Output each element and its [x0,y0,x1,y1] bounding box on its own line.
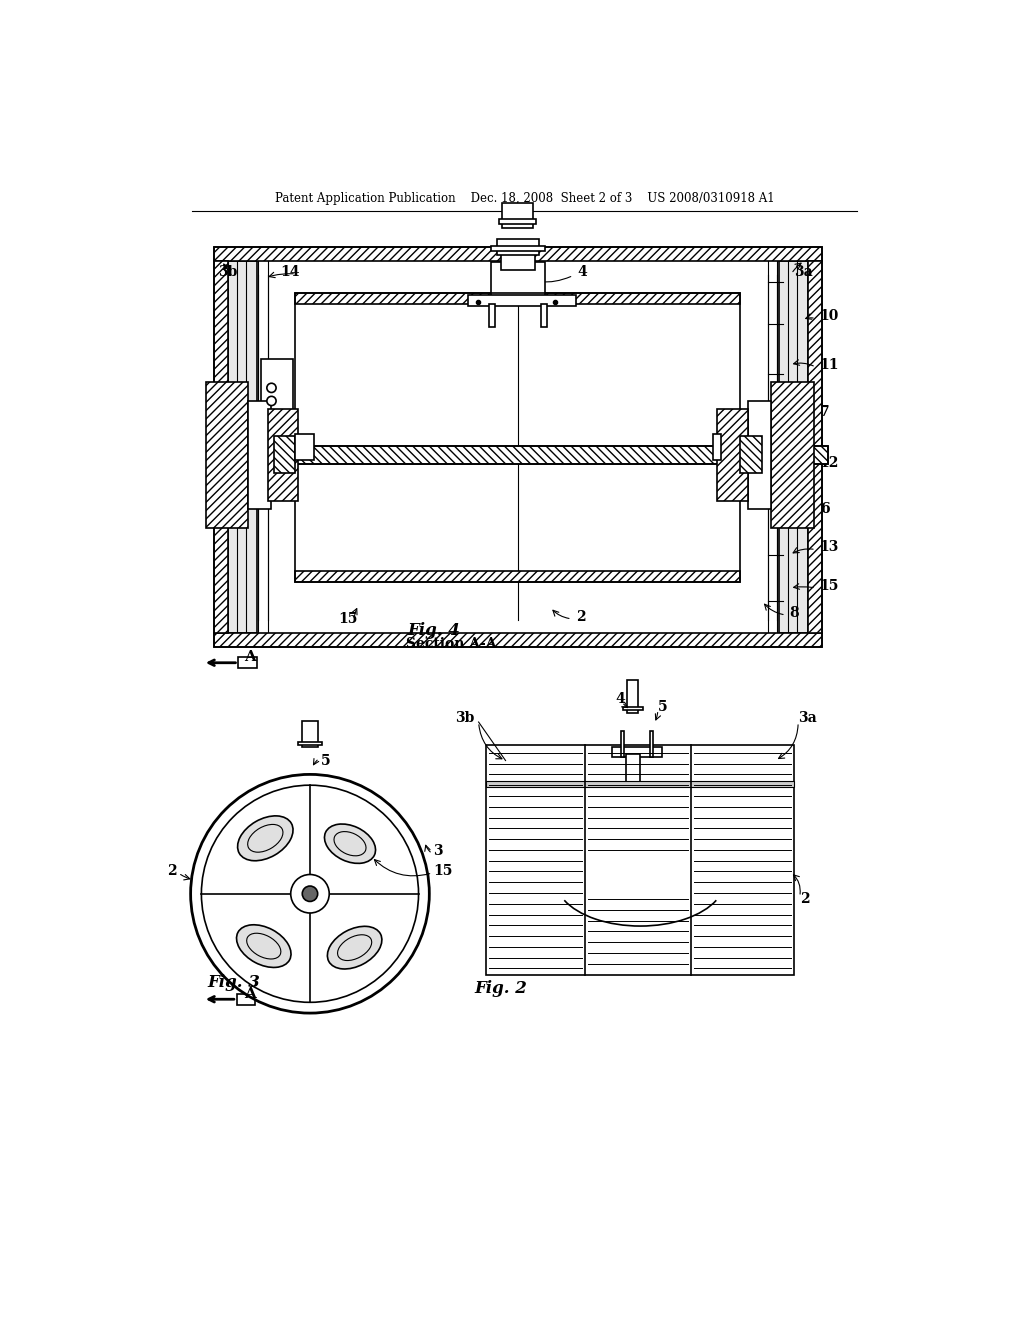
Bar [486,744,795,974]
Bar [295,434,313,461]
Text: 5: 5 [523,282,532,296]
Bar [500,219,537,224]
Text: 15: 15 [339,612,357,626]
Text: 13: 13 [819,540,839,554]
Text: 3b: 3b [217,264,237,279]
Bar [273,437,295,474]
Bar [771,381,813,528]
Ellipse shape [238,816,293,861]
Ellipse shape [237,925,291,968]
Bar [623,708,643,710]
Text: 11: 11 [819,358,840,372]
Bar [717,409,749,502]
Text: 2: 2 [575,610,586,623]
Bar [749,401,771,508]
Circle shape [267,383,276,392]
Bar [208,446,828,465]
Ellipse shape [328,927,382,969]
Text: 14: 14 [281,264,300,279]
Bar [490,247,545,251]
Text: Fig. 3: Fig. 3 [208,974,260,991]
Text: 2: 2 [167,863,177,878]
Bar [541,304,547,327]
Text: Patent Application Publication    Dec. 18, 2008  Sheet 2 of 3    US 2008/0310918: Patent Application Publication Dec. 18, … [275,191,774,205]
Text: A: A [245,651,256,664]
Bar [208,446,828,465]
Text: Fig. 4: Fig. 4 [408,622,461,639]
Text: 7: 7 [819,405,829,420]
Text: A: A [245,987,256,1001]
Bar [227,261,257,634]
Text: Section A-A: Section A-A [407,636,497,651]
Bar [486,781,795,788]
Ellipse shape [325,824,376,863]
Text: 3b: 3b [456,711,475,725]
Bar [649,730,652,758]
Text: 5: 5 [321,754,331,767]
Text: Fig. 2: Fig. 2 [475,979,527,997]
Text: 4: 4 [578,265,587,280]
Bar [611,747,662,758]
Bar [295,293,740,582]
Text: 8: 8 [790,606,800,619]
Bar [214,247,822,261]
Text: 2: 2 [801,892,810,906]
Text: 12: 12 [819,455,839,470]
Bar [779,261,808,634]
Bar [295,572,740,582]
Bar [490,263,545,301]
Text: 15: 15 [819,578,839,593]
Bar [298,742,322,744]
Bar [206,381,249,528]
Bar [214,261,227,634]
Bar [714,434,721,461]
Bar [261,359,293,416]
Bar [626,755,640,784]
Bar [468,296,575,306]
Bar [488,304,495,327]
Bar [239,657,257,668]
Bar [214,634,822,647]
Circle shape [267,396,276,405]
Bar [295,293,740,304]
Text: 3a: 3a [798,711,817,725]
Text: 15: 15 [433,863,453,878]
Text: 10: 10 [819,309,839,323]
Bar [628,681,638,713]
Bar [237,994,255,1005]
Bar [740,437,762,474]
Text: 6: 6 [819,502,829,516]
Bar [501,247,535,271]
Text: 3: 3 [433,845,442,858]
Bar [267,409,298,502]
Circle shape [291,875,330,913]
Bar [301,721,318,747]
Circle shape [302,886,317,902]
Bar [808,261,822,634]
Bar [214,247,822,647]
Text: 4: 4 [615,692,626,706]
Bar [249,401,271,508]
Bar [497,239,539,255]
Circle shape [190,775,429,1014]
Bar [621,730,625,758]
Text: 5: 5 [658,700,668,714]
Circle shape [202,785,419,1002]
Text: 3a: 3a [795,264,813,279]
Bar [503,203,534,227]
